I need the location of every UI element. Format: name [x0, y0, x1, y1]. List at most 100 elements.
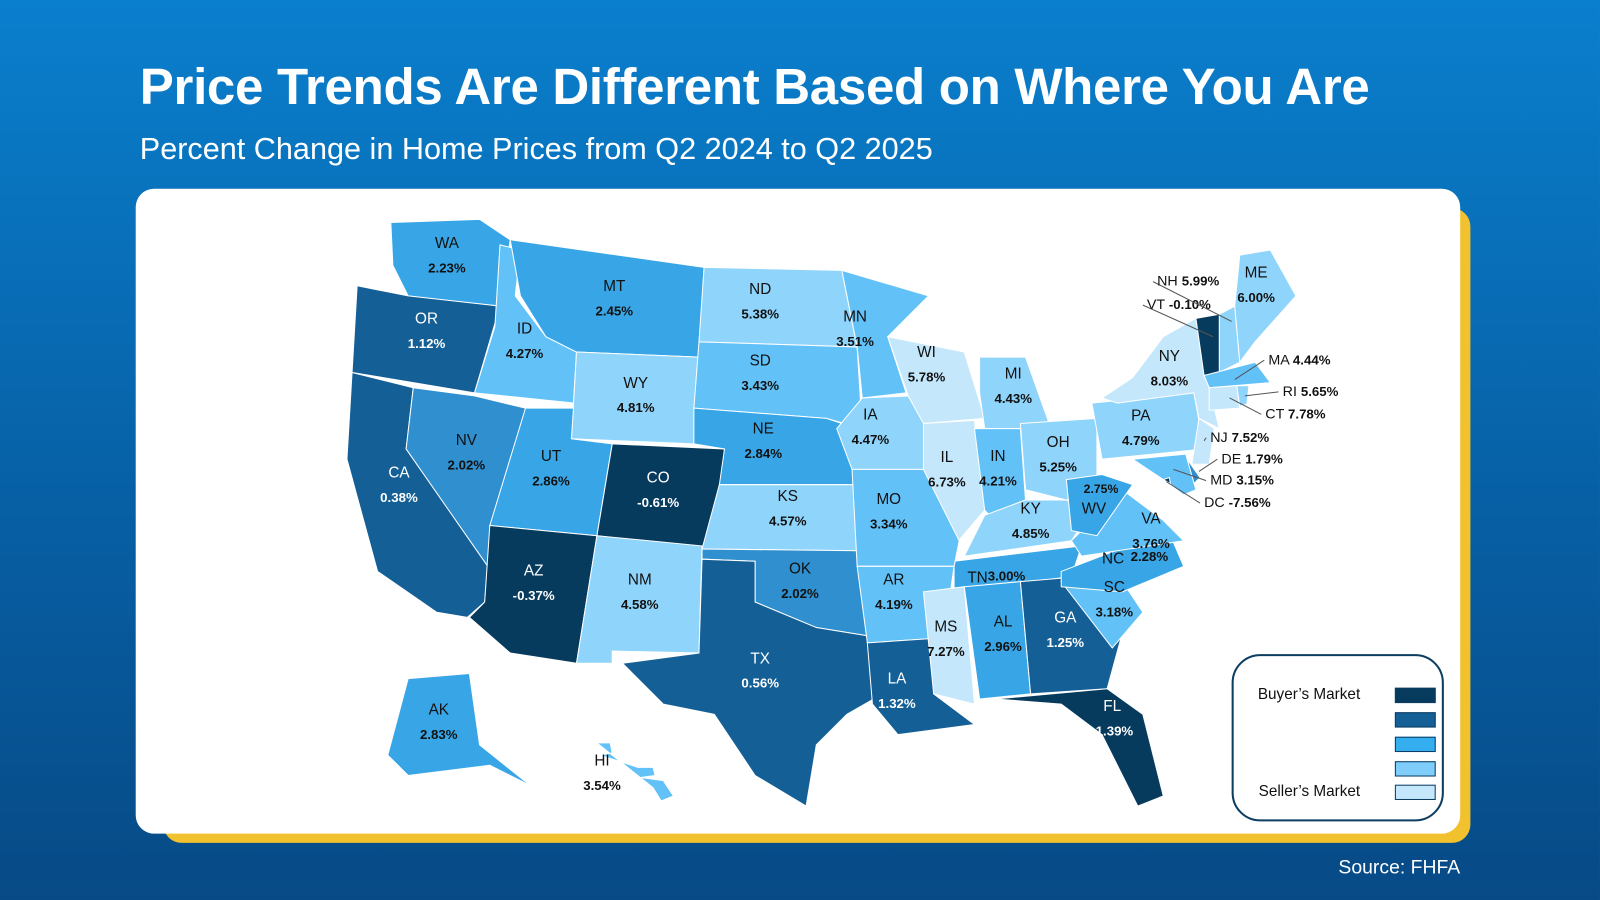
state-value: 2.45%: [595, 303, 633, 318]
state-value: 0.56%: [741, 676, 779, 691]
state-label-tx: TX 0.56%: [741, 650, 779, 690]
state-value: 3.15%: [1236, 473, 1274, 488]
legend-swatch-2: [1394, 712, 1436, 728]
state-value: 3.34%: [870, 517, 908, 532]
state-tx: [621, 558, 884, 807]
state-code: UT: [541, 448, 561, 465]
state-label-ar: AR 4.19%: [875, 572, 913, 612]
state-ak: [387, 672, 531, 787]
state-code: WV: [1082, 500, 1107, 517]
callout-line-nh: [1152, 281, 1232, 322]
page-subtitle: Percent Change in Home Prices from Q2 20…: [139, 132, 933, 167]
state-label-me: ME 6.00%: [1237, 265, 1275, 305]
state-code: MD: [1210, 473, 1236, 489]
state-label-ak: AK 2.83%: [420, 701, 458, 741]
state-ms: [922, 586, 976, 705]
state-pa: [1091, 392, 1205, 460]
state-label-la: LA 1.32%: [878, 671, 916, 711]
state-label-ny: NY 8.03%: [1151, 348, 1189, 388]
state-nm: [575, 535, 703, 664]
state-md: [1131, 453, 1197, 496]
state-code: NC: [1102, 550, 1124, 567]
state-label-co: CO -0.61%: [637, 470, 679, 510]
state-fl: [994, 688, 1164, 807]
legend-swatch-3: [1394, 736, 1436, 753]
state-code: OH: [1047, 434, 1070, 451]
state-label-va: VA 3.76%: [1132, 510, 1170, 550]
state-value: 4.85%: [1012, 526, 1050, 541]
state-code: AR: [883, 572, 904, 589]
state-ct: [1208, 385, 1241, 411]
state-label-dc: DC -7.56%: [1204, 495, 1271, 511]
state-value: 7.52%: [1232, 430, 1270, 445]
state-ma: [1203, 361, 1272, 389]
legend-swatch-5: [1394, 784, 1436, 800]
state-label-oh: OH 5.25%: [1039, 434, 1077, 474]
callout-line-ct: [1229, 397, 1262, 415]
state-wi: [886, 336, 986, 425]
legend-seller-label: Seller’s Market: [1258, 782, 1361, 800]
state-code: KY: [1020, 500, 1040, 517]
state-value: 4.44%: [1293, 352, 1331, 367]
state-value: 2.84%: [744, 446, 782, 461]
state-wy: [570, 351, 700, 445]
legend-row-3: [1234, 734, 1438, 754]
state-value: 6.00%: [1237, 290, 1275, 305]
state-label-al: AL 2.96%: [984, 614, 1022, 654]
legend-row-2: [1234, 709, 1438, 729]
state-value: 4.57%: [769, 514, 807, 529]
state-code: NJ: [1210, 430, 1231, 446]
state-code: CA: [388, 465, 410, 482]
state-code: WY: [623, 375, 648, 392]
state-label-az: AZ -0.37%: [513, 563, 555, 603]
callout-line-ri: [1244, 391, 1279, 397]
state-label-nd: ND 5.38%: [741, 281, 779, 321]
legend-row-seller: Seller’s Market: [1234, 782, 1438, 802]
state-or: [351, 285, 501, 394]
state-code: FL: [1103, 698, 1121, 715]
state-value: -1.39%: [1091, 724, 1133, 739]
state-code: AL: [994, 614, 1013, 631]
callout-line-dc: [1166, 481, 1201, 504]
state-value: 4.58%: [621, 597, 659, 612]
state-code: NE: [753, 421, 774, 438]
state-label-or: OR 1.12%: [408, 310, 446, 350]
state-value: 8.03%: [1151, 374, 1189, 389]
state-code: MT: [603, 278, 625, 295]
state-code: ID: [517, 321, 532, 338]
state-value: 5.78%: [908, 370, 946, 385]
state-label-mn: MN 3.51%: [836, 308, 874, 348]
state-value: 3.00%: [988, 569, 1026, 584]
legend-row-buyer: Buyer’s Market: [1234, 685, 1438, 705]
legend-swatch-4: [1394, 761, 1436, 777]
state-value: 2.83%: [420, 727, 458, 742]
state-value: 4.47%: [852, 432, 890, 447]
callout-line-md: [1173, 468, 1207, 482]
state-value: 2.96%: [984, 639, 1022, 654]
callout-line-de: [1198, 458, 1218, 472]
state-code: MO: [876, 491, 901, 508]
state-label-tn: TN 3.00%: [967, 569, 1025, 587]
state-label-sd: SD 3.43%: [741, 352, 779, 392]
state-label-mt: MT 2.45%: [595, 278, 633, 318]
callout-line-ma: [1234, 359, 1265, 381]
state-value: 3.18%: [1095, 604, 1133, 619]
state-code: IL: [941, 449, 954, 466]
state-wv: [1065, 473, 1134, 537]
state-value: 3.51%: [836, 334, 874, 349]
state-label-nm: NM 4.58%: [621, 572, 659, 612]
state-label-nj: NJ 7.52%: [1210, 430, 1269, 446]
legend: Buyer’s Market Seller’s Market: [1231, 654, 1444, 822]
state-value: -7.56%: [1229, 495, 1271, 510]
state-code: AZ: [524, 563, 544, 580]
legend-swatch-1: [1394, 687, 1436, 704]
state-label-ia: IA 4.47%: [852, 406, 890, 446]
state-label-de: DE 1.79%: [1221, 451, 1283, 467]
state-code: TN: [967, 570, 987, 587]
state-code: CO: [647, 470, 670, 487]
state-label-wi: WI 5.78%: [908, 344, 946, 384]
state-label-wv: 2.75% WV: [1082, 482, 1119, 517]
state-label-il: IL 6.73%: [928, 449, 966, 489]
state-value: 5.38%: [741, 306, 779, 321]
